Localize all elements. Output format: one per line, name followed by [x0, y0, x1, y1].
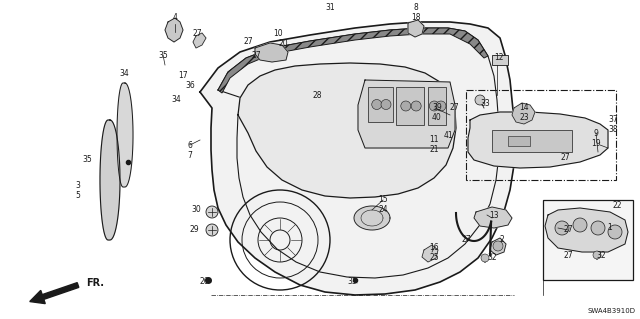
Bar	[368, 87, 393, 122]
Polygon shape	[490, 238, 506, 255]
Text: 27: 27	[243, 38, 253, 47]
Text: 5: 5	[76, 190, 81, 199]
Text: 35: 35	[82, 155, 92, 165]
Polygon shape	[193, 33, 206, 48]
Circle shape	[206, 224, 218, 236]
Polygon shape	[117, 83, 133, 187]
Bar	[428, 87, 446, 125]
Text: 35: 35	[158, 50, 168, 60]
Text: 32: 32	[596, 250, 606, 259]
Bar	[492, 55, 508, 65]
Text: 27: 27	[251, 50, 261, 60]
Circle shape	[436, 101, 446, 111]
Text: 23: 23	[519, 114, 529, 122]
Text: 36: 36	[185, 80, 195, 90]
Bar	[396, 87, 424, 125]
Circle shape	[475, 95, 485, 105]
FancyArrow shape	[29, 283, 79, 304]
Bar	[543, 200, 633, 280]
Text: 16: 16	[429, 243, 439, 253]
Text: 34: 34	[171, 95, 181, 105]
Text: 32: 32	[487, 254, 497, 263]
Circle shape	[372, 100, 381, 109]
Text: 8: 8	[413, 4, 419, 12]
Text: 33: 33	[480, 99, 490, 108]
Text: 40: 40	[432, 114, 442, 122]
Text: SWA4B3910D: SWA4B3910D	[587, 308, 635, 314]
Bar	[466, 90, 616, 180]
Text: 39: 39	[432, 103, 442, 113]
Polygon shape	[545, 208, 628, 252]
Bar	[508, 136, 530, 146]
Polygon shape	[408, 20, 424, 37]
Text: 4: 4	[173, 13, 177, 23]
Text: 21: 21	[429, 145, 439, 154]
Circle shape	[555, 221, 569, 235]
Polygon shape	[165, 18, 183, 42]
Text: 28: 28	[312, 91, 322, 100]
Text: 6: 6	[188, 140, 193, 150]
Text: 1: 1	[607, 224, 612, 233]
Text: 27: 27	[461, 235, 471, 244]
Polygon shape	[468, 112, 608, 168]
Circle shape	[401, 101, 411, 111]
Text: 17: 17	[178, 70, 188, 79]
Polygon shape	[200, 22, 514, 295]
Circle shape	[593, 251, 601, 259]
Text: 38: 38	[608, 125, 618, 135]
Text: 14: 14	[519, 103, 529, 113]
Circle shape	[481, 254, 489, 262]
Text: 20: 20	[278, 39, 288, 48]
Text: 11: 11	[429, 136, 439, 145]
Text: 27: 27	[563, 226, 573, 234]
Text: 27: 27	[563, 250, 573, 259]
Text: 2: 2	[500, 235, 504, 244]
Text: 29: 29	[189, 226, 199, 234]
Polygon shape	[354, 206, 390, 230]
Circle shape	[608, 225, 622, 239]
Polygon shape	[100, 120, 120, 240]
Circle shape	[429, 101, 439, 111]
Text: 37: 37	[608, 115, 618, 124]
Text: 27: 27	[560, 153, 570, 162]
Polygon shape	[358, 80, 455, 148]
Text: 12: 12	[494, 54, 504, 63]
Circle shape	[381, 100, 391, 109]
Text: 25: 25	[429, 254, 439, 263]
Text: 34: 34	[119, 69, 129, 78]
Text: 7: 7	[188, 151, 193, 160]
Text: 27: 27	[192, 28, 202, 38]
Text: 26: 26	[199, 278, 209, 286]
Circle shape	[591, 221, 605, 235]
Text: 3: 3	[76, 181, 81, 189]
Text: 9: 9	[593, 129, 598, 137]
Polygon shape	[218, 28, 488, 93]
Text: 15: 15	[378, 196, 388, 204]
Text: FR.: FR.	[86, 278, 104, 288]
Text: 27: 27	[449, 103, 459, 113]
Circle shape	[573, 218, 587, 232]
Circle shape	[206, 206, 218, 218]
Text: 41: 41	[443, 130, 453, 139]
Text: 22: 22	[612, 201, 621, 210]
Text: 10: 10	[273, 28, 283, 38]
Text: 18: 18	[412, 13, 420, 23]
Polygon shape	[512, 103, 535, 124]
Polygon shape	[422, 245, 438, 262]
Circle shape	[411, 101, 421, 111]
Text: 24: 24	[378, 205, 388, 214]
Text: 13: 13	[489, 211, 499, 219]
Text: 19: 19	[591, 138, 601, 147]
Polygon shape	[255, 43, 288, 62]
Text: 31: 31	[325, 4, 335, 12]
Text: 33: 33	[347, 277, 357, 286]
Polygon shape	[238, 63, 456, 198]
Bar	[492, 130, 572, 152]
Text: 30: 30	[191, 205, 201, 214]
Polygon shape	[474, 207, 512, 228]
Circle shape	[493, 241, 503, 251]
